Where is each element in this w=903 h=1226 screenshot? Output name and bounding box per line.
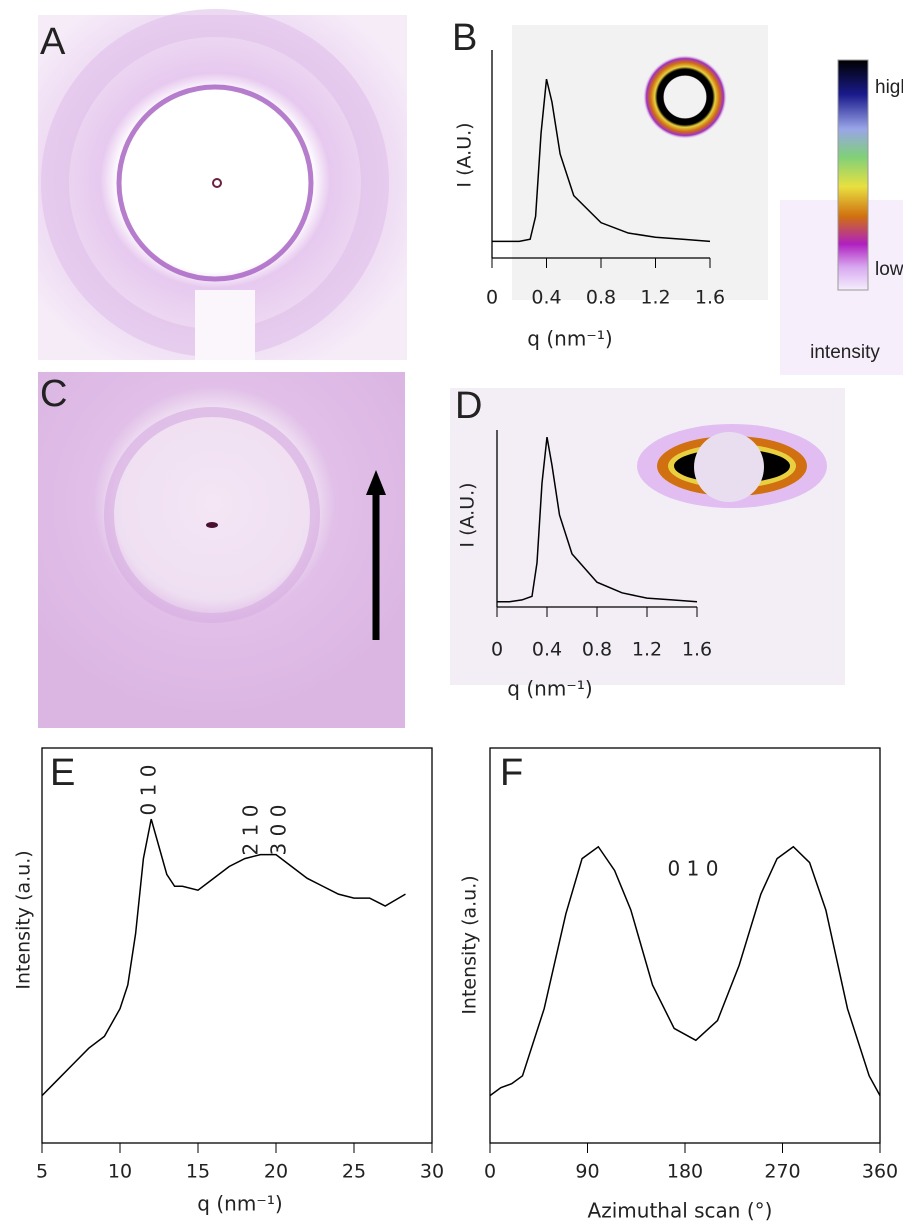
- x-tick-label: 360: [862, 1161, 898, 1183]
- panel-letter: B: [452, 17, 477, 59]
- x-axis-label: q (nm⁻¹): [197, 1192, 282, 1216]
- data-line: [497, 436, 698, 603]
- panel-letter: D: [455, 385, 482, 427]
- colorbar-label: low: [875, 259, 903, 280]
- x-axis-label: q (nm⁻¹): [507, 677, 592, 701]
- x-tick-label: 0.4: [532, 639, 562, 661]
- colorbar: [837, 59, 869, 291]
- colorbar-label: high: [875, 77, 903, 98]
- x-tick-label: 0.8: [586, 287, 616, 309]
- x-tick-label: 0: [484, 1161, 496, 1183]
- arrow-head: [366, 470, 386, 495]
- x-tick-label: 90: [575, 1161, 599, 1183]
- y-axis-label: I (A.U.): [454, 122, 476, 187]
- beam: [212, 178, 222, 188]
- x-tick-label: 1.6: [682, 639, 712, 661]
- x-tick-label: 10: [108, 1161, 132, 1183]
- x-tick-label: 20: [264, 1161, 288, 1183]
- x-tick-label: 1.2: [640, 287, 670, 309]
- x-tick-label: 1.6: [695, 287, 725, 309]
- image-b: [512, 25, 768, 300]
- x-tick-label: 0.4: [531, 287, 561, 309]
- plot-frame: [489, 747, 881, 1144]
- x-tick-label: 0: [486, 287, 498, 309]
- x-tick-label: 5: [36, 1161, 48, 1183]
- panel-letter: F: [500, 752, 523, 794]
- data-line: [492, 78, 711, 243]
- data-line: [489, 845, 881, 1097]
- panel-letter: E: [50, 752, 75, 794]
- x-axis-label: Azimuthal scan (°): [588, 1199, 773, 1223]
- y-axis-label: I (A.U.): [457, 482, 479, 547]
- data-line: [41, 818, 406, 1097]
- x-tick-label: 0.8: [582, 639, 612, 661]
- peak-label: 0 1 0: [668, 857, 719, 881]
- x-tick-label: 0: [491, 639, 503, 661]
- peak-label: 3 0 0: [267, 805, 291, 856]
- colorbar-caption: intensity: [810, 342, 880, 363]
- image-c: [38, 372, 405, 728]
- x-axis-label: q (nm⁻¹): [527, 327, 612, 351]
- x-tick-label: 30: [420, 1161, 444, 1183]
- plot-frame: [41, 747, 433, 1144]
- panel-letter: A: [40, 21, 66, 63]
- x-tick-label: 15: [186, 1161, 210, 1183]
- x-tick-label: 25: [342, 1161, 366, 1183]
- ring: [104, 407, 320, 623]
- panel-letter: C: [40, 373, 67, 415]
- x-tick-label: 270: [764, 1161, 800, 1183]
- beamstop: [195, 290, 255, 360]
- x-tick-label: 1.2: [632, 639, 662, 661]
- beam: [206, 522, 218, 528]
- y-axis-label: Intensity (a.u.): [13, 850, 35, 989]
- x-tick-label: 180: [667, 1161, 703, 1183]
- y-axis-label: Intensity (a.u.): [459, 875, 481, 1014]
- beamstop: [694, 432, 764, 502]
- peak-label: 2 1 0: [239, 805, 263, 856]
- ring: [643, 55, 727, 139]
- peak-label: 0 1 0: [137, 765, 161, 816]
- ring: [116, 84, 314, 282]
